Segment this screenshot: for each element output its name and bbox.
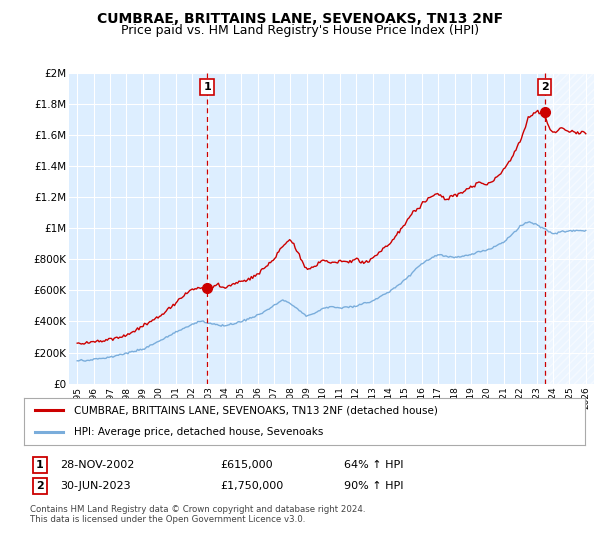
Text: 90% ↑ HPI: 90% ↑ HPI — [344, 481, 403, 491]
Text: 64% ↑ HPI: 64% ↑ HPI — [344, 460, 403, 470]
Text: CUMBRAE, BRITTAINS LANE, SEVENOAKS, TN13 2NF (detached house): CUMBRAE, BRITTAINS LANE, SEVENOAKS, TN13… — [74, 405, 439, 416]
Text: 28-NOV-2002: 28-NOV-2002 — [61, 460, 135, 470]
Text: 30-JUN-2023: 30-JUN-2023 — [61, 481, 131, 491]
Text: £615,000: £615,000 — [220, 460, 273, 470]
Bar — [545, 73, 594, 384]
Text: Contains HM Land Registry data © Crown copyright and database right 2024.
This d: Contains HM Land Registry data © Crown c… — [29, 505, 365, 524]
Text: Price paid vs. HM Land Registry's House Price Index (HPI): Price paid vs. HM Land Registry's House … — [121, 24, 479, 37]
Text: HPI: Average price, detached house, Sevenoaks: HPI: Average price, detached house, Seve… — [74, 427, 324, 437]
Text: 2: 2 — [541, 82, 548, 92]
Text: 2: 2 — [36, 481, 44, 491]
Text: 1: 1 — [36, 460, 44, 470]
Text: CUMBRAE, BRITTAINS LANE, SEVENOAKS, TN13 2NF: CUMBRAE, BRITTAINS LANE, SEVENOAKS, TN13… — [97, 12, 503, 26]
Text: 1: 1 — [203, 82, 211, 92]
Text: £1,750,000: £1,750,000 — [220, 481, 284, 491]
